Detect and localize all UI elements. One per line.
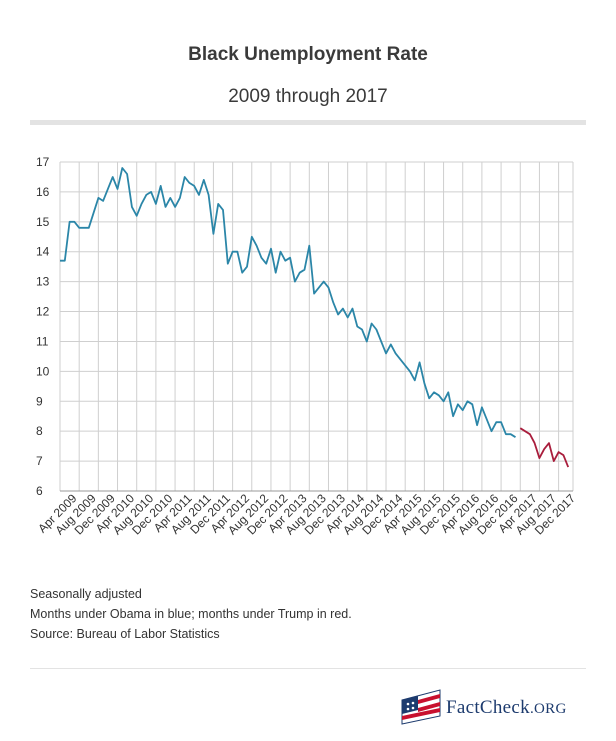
chart-subtitle: 2009 through 2017 [228,86,388,107]
y-tick-label: 9 [36,394,43,408]
flag-icon [401,689,441,725]
y-tick-label: 15 [36,215,50,229]
chart-grid [59,161,574,492]
y-axis-tick-labels: 6 7 8 9 10 11 12 13 14 15 16 17 [36,155,50,498]
y-tick-label: 17 [36,155,50,169]
note-source: Source: Bureau of Labor Statistics [30,627,220,641]
chart-notes: Seasonally adjusted Months under Obama i… [30,584,352,644]
note-seasonally-adjusted: Seasonally adjusted [30,587,142,601]
y-tick-label: 10 [36,364,50,378]
y-tick-label: 6 [36,484,43,498]
footer-divider [30,668,586,669]
series-line-obama [60,167,516,438]
y-tick-label: 12 [36,305,50,319]
y-tick-label: 8 [36,424,43,438]
y-tick-label: 14 [36,245,50,259]
series-line-trump [519,427,570,468]
y-tick-label: 16 [36,185,50,199]
logo-suffix: .ORG [529,701,567,717]
chart-series [60,167,570,468]
y-tick-label: 11 [36,334,49,348]
y-tick-label: 13 [36,275,50,289]
logo-wordmark: FactCheck.ORG [446,697,567,719]
note-color-legend: Months under Obama in blue; months under… [30,607,352,621]
chart-title: Black Unemployment Rate [188,44,428,65]
logo-name: FactCheck [446,697,530,718]
factcheck-logo[interactable]: FactCheck.ORG [400,686,590,726]
header-divider [30,120,586,125]
y-tick-label: 7 [36,454,43,468]
